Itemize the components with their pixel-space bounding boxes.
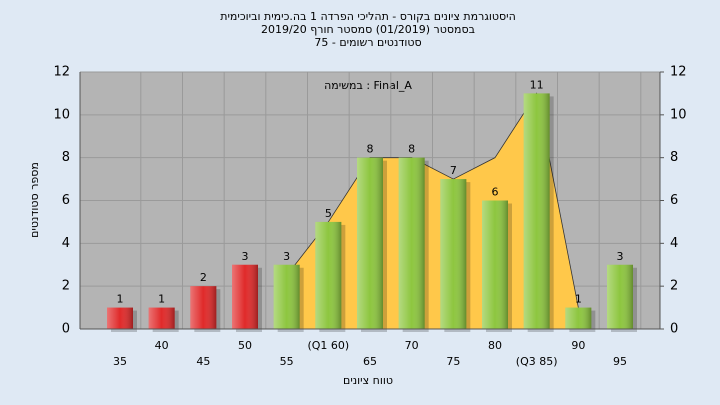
x-tick-label: 45 xyxy=(196,355,210,368)
chart-title: היסטוגרמת ציונים בקורס - תהליכי הפרדה 1 … xyxy=(220,10,516,23)
value-label: 8 xyxy=(408,143,415,156)
x-tick-label: 90 xyxy=(571,339,585,352)
y-tick-label: 10 xyxy=(53,107,70,122)
x-tick-label: 75 xyxy=(446,355,460,368)
value-label: 6 xyxy=(492,186,499,199)
y-tick-label: 6 xyxy=(62,193,70,208)
value-label: 5 xyxy=(325,207,332,220)
bar-shade xyxy=(357,157,383,329)
y2-tick-label: 0 xyxy=(670,322,678,337)
value-label: 11 xyxy=(530,78,544,91)
bar-shade xyxy=(107,307,133,329)
chart-title: בסמסטר (01/2019) סמסטר חורף 2019/20 xyxy=(261,23,475,36)
bar-shade xyxy=(190,286,217,329)
x-tick-label: (Q1 60) xyxy=(307,339,349,352)
bar-shade xyxy=(273,264,300,329)
annotation: במשימה : Final_A xyxy=(324,79,412,92)
y-axis-label: מספר סטודנטים xyxy=(28,162,41,238)
x-axis-label: טווח ציונים xyxy=(343,374,393,387)
y2-tick-label: 6 xyxy=(670,193,678,208)
x-tick-label: 55 xyxy=(280,355,294,368)
value-label: 1 xyxy=(158,293,165,306)
value-label: 1 xyxy=(117,293,124,306)
x-tick-label: 40 xyxy=(155,339,169,352)
bar-shade xyxy=(398,157,425,329)
y-tick-label: 4 xyxy=(62,236,70,251)
x-tick-label: 65 xyxy=(363,355,377,368)
bar-shade xyxy=(482,200,508,329)
x-tick-label: 95 xyxy=(613,355,627,368)
y-tick-label: 8 xyxy=(62,150,70,165)
chart-title: סטודנטים רשומים - 75 xyxy=(314,36,421,49)
value-label: 3 xyxy=(283,250,290,263)
value-label: 1 xyxy=(575,293,582,306)
y2-tick-label: 4 xyxy=(670,236,678,251)
bar-shade xyxy=(232,264,258,329)
x-tick-label: 70 xyxy=(405,339,419,352)
bar-shade xyxy=(523,93,550,330)
bar-shade xyxy=(607,264,633,329)
x-tick-label: 50 xyxy=(238,339,252,352)
y2-tick-label: 10 xyxy=(670,107,687,122)
bar-shade xyxy=(315,221,342,329)
y2-tick-label: 2 xyxy=(670,279,678,294)
value-label: 7 xyxy=(450,164,457,177)
bar-shade xyxy=(565,307,592,329)
y-tick-label: 2 xyxy=(62,279,70,294)
bar-shade xyxy=(440,179,467,329)
y2-tick-label: 8 xyxy=(670,150,678,165)
value-label: 3 xyxy=(617,250,624,263)
y-tick-label: 12 xyxy=(53,65,70,80)
x-tick-label: 80 xyxy=(488,339,502,352)
x-tick-label: (Q3 85) xyxy=(516,355,558,368)
x-tick-label: 35 xyxy=(113,355,127,368)
y-tick-label: 0 xyxy=(62,322,70,337)
value-label: 8 xyxy=(367,143,374,156)
bar-shade xyxy=(148,307,175,329)
y2-tick-label: 12 xyxy=(670,65,687,80)
value-label: 2 xyxy=(200,271,207,284)
value-label: 3 xyxy=(242,250,249,263)
